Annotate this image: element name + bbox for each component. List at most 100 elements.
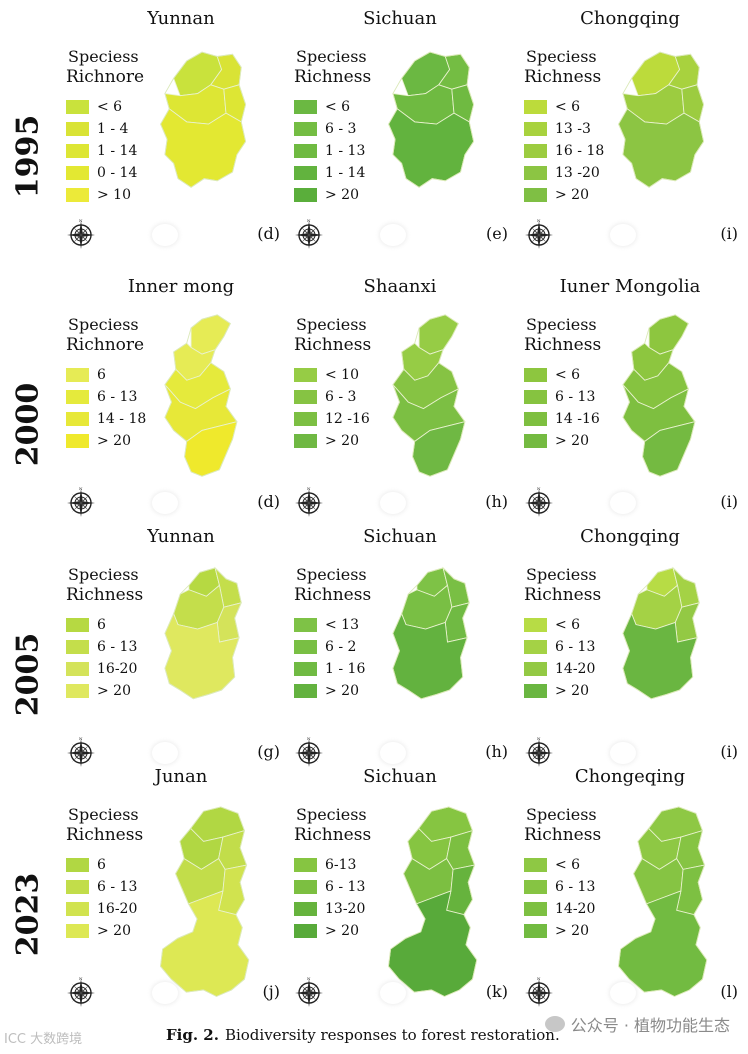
legend-label: 14-20: [555, 901, 596, 917]
legend-swatch: [66, 880, 89, 894]
map-outline: [160, 51, 247, 188]
map-outline: [622, 314, 696, 477]
legend-swatch: [294, 684, 317, 698]
legend-item: 14 - 18: [66, 408, 146, 430]
panel-label: (d): [257, 492, 280, 511]
legend-item: 1 - 16: [294, 658, 365, 680]
legend-item: < 6: [524, 854, 595, 876]
legend-swatch: [524, 858, 547, 872]
legend-title: Speciess Richness: [294, 564, 371, 606]
legend-title: Speciess Richnore: [66, 314, 144, 356]
legend-label: 14 -16: [555, 411, 600, 427]
legend-swatch: [294, 368, 317, 382]
legend-item: > 20: [66, 680, 137, 702]
svg-text:N: N: [537, 486, 541, 491]
panel-title: Shaanxi: [363, 276, 437, 297]
inset-placeholder: [152, 492, 178, 514]
legend-title: Speciess Richness: [524, 46, 601, 88]
legend-swatch: [294, 640, 317, 654]
legend-title-line1: Speciess: [526, 315, 597, 334]
legend-item: 6 - 13: [294, 876, 365, 898]
watermark-right: 公众号 · 植物功能生态: [544, 1012, 730, 1036]
legend-label: 1 - 16: [325, 661, 366, 677]
legend: 6-13 6 - 13 13-20 > 20: [294, 854, 365, 942]
map-outline: [388, 806, 478, 997]
legend-label: 6 - 13: [97, 389, 138, 405]
compass-rose-icon: N: [525, 486, 553, 517]
legend-label: 0 - 14: [97, 165, 138, 181]
legend-swatch: [66, 412, 89, 426]
province-map: [622, 314, 696, 477]
year-text: 1995: [10, 114, 46, 198]
legend-label: < 6: [555, 857, 581, 873]
panel-label: (g): [257, 742, 280, 761]
caption-fig-label: Fig. 2.: [166, 1026, 219, 1044]
legend: < 6 6 - 3 1 - 13 1 - 14 > 20: [294, 96, 365, 206]
legend-title: Speciess Richness: [66, 564, 143, 606]
legend-swatch: [294, 144, 317, 158]
map-outline: [392, 567, 470, 700]
compass-rose-icon: N: [295, 486, 323, 517]
legend-title-line1: Speciess: [296, 805, 367, 824]
legend-swatch: [66, 434, 89, 448]
legend-item: > 20: [524, 920, 595, 942]
legend-swatch: [66, 144, 89, 158]
legend-item: 6 - 13: [524, 386, 600, 408]
province-map: [160, 51, 247, 188]
legend-label: > 20: [97, 683, 131, 699]
legend-swatch: [524, 100, 547, 114]
year-text: 2023: [10, 872, 46, 956]
panel-title: Junan: [154, 766, 208, 787]
legend-swatch: [524, 368, 547, 382]
legend-swatch: [524, 880, 547, 894]
legend-item: 1 - 13: [294, 140, 365, 162]
legend-swatch: [294, 662, 317, 676]
legend-item: 6 - 3: [294, 386, 370, 408]
province-map: [392, 314, 466, 477]
map-panel: Chongqing Speciess Richness < 6 13 -3 16 - 18…: [516, 0, 744, 250]
compass-rose-icon: N: [295, 736, 323, 767]
map-panel: Sichuan Speciess Richness 6-13 6 - 13 13-20 > …: [286, 758, 514, 1008]
legend-swatch: [524, 924, 547, 938]
legend-label: 6 - 3: [325, 121, 357, 137]
compass-rose-icon: N: [67, 976, 95, 1007]
year-label: 2023: [8, 854, 48, 974]
legend-item: 1 - 4: [66, 118, 137, 140]
legend-item: > 20: [524, 430, 600, 452]
panel-title: Chongqing: [580, 526, 680, 547]
legend-label: 6 - 3: [325, 389, 357, 405]
legend-title: Speciess Richness: [524, 564, 601, 606]
legend-swatch: [294, 412, 317, 426]
legend-swatch: [66, 640, 89, 654]
legend-label: 6 - 13: [325, 879, 366, 895]
legend-item: 6 - 2: [294, 636, 365, 658]
legend-title-line2: Richness: [66, 825, 144, 845]
legend-item: < 6: [294, 96, 365, 118]
legend: < 10 6 - 3 12 -16 > 20: [294, 364, 370, 452]
legend: 6 6 - 13 16-20 > 20: [66, 854, 137, 942]
legend-label: 14-20: [555, 661, 596, 677]
legend-label: 6: [97, 857, 106, 873]
legend-swatch: [66, 390, 89, 404]
legend-swatch: [66, 100, 89, 114]
legend-label: 6-13: [325, 857, 357, 873]
svg-text:N: N: [307, 218, 311, 223]
legend-label: 12 -16: [325, 411, 370, 427]
legend-swatch: [524, 412, 547, 426]
province-map: [392, 566, 471, 700]
legend-label: > 20: [555, 433, 589, 449]
panel-title: Inner mong: [127, 276, 235, 297]
panel-title: Iuner Mongolia: [559, 276, 701, 297]
legend: < 13 6 - 2 1 - 16 > 20: [294, 614, 365, 702]
legend-item: 16 - 18: [524, 140, 604, 162]
compass-rose-icon: N: [67, 736, 95, 767]
legend-swatch: [294, 924, 317, 938]
legend-swatch: [294, 390, 317, 404]
legend-swatch: [66, 188, 89, 202]
legend-swatch: [66, 618, 89, 632]
legend-swatch: [66, 924, 89, 938]
panel-title: Chongqing: [580, 8, 680, 29]
inset-placeholder: [380, 224, 406, 246]
legend-title: Speciess Richness: [524, 314, 601, 356]
